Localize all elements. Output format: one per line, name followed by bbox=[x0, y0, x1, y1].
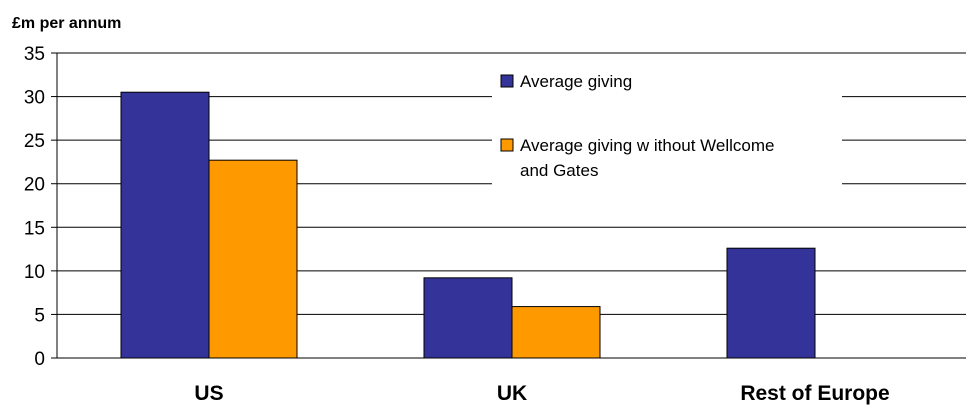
legend-swatch bbox=[500, 74, 514, 88]
legend-label: Average giving w ithout Wellcome bbox=[520, 136, 775, 155]
legend-label: Average giving bbox=[520, 72, 632, 91]
category-label: UK bbox=[497, 382, 527, 405]
category-label: Rest of Europe bbox=[740, 382, 889, 405]
bar-average-giving-us bbox=[120, 91, 210, 359]
category-label: US bbox=[194, 382, 223, 405]
bar-average-giving-uk bbox=[423, 277, 513, 359]
category-labels: US UK Rest of Europe bbox=[194, 382, 889, 405]
legend-background bbox=[492, 60, 842, 198]
y-axis-unit-label: £m per annum bbox=[12, 15, 121, 32]
bar-average-giving-without-wellcome-and-gates-uk bbox=[511, 306, 601, 359]
y-tick-label: 5 bbox=[34, 305, 45, 326]
y-tick-label: 35 bbox=[24, 44, 45, 65]
y-axis-ticks: 0 5 10 15 20 25 30 35 bbox=[24, 44, 57, 370]
y-tick-label: 0 bbox=[34, 349, 45, 370]
legend-label: and Gates bbox=[520, 161, 598, 180]
legend: Average giving Average giving w ithout We… bbox=[492, 60, 842, 198]
bar-average-giving-without-wellcome-and-gates-us bbox=[208, 159, 298, 359]
bars bbox=[120, 91, 816, 359]
y-tick-label: 15 bbox=[24, 218, 45, 239]
legend-swatch bbox=[500, 138, 514, 152]
y-tick-label: 30 bbox=[24, 88, 45, 109]
y-tick-label: 10 bbox=[24, 262, 45, 283]
bar-average-giving-rest-of-europe bbox=[726, 247, 816, 359]
y-tick-label: 25 bbox=[24, 131, 45, 152]
y-tick-label: 20 bbox=[24, 175, 45, 196]
